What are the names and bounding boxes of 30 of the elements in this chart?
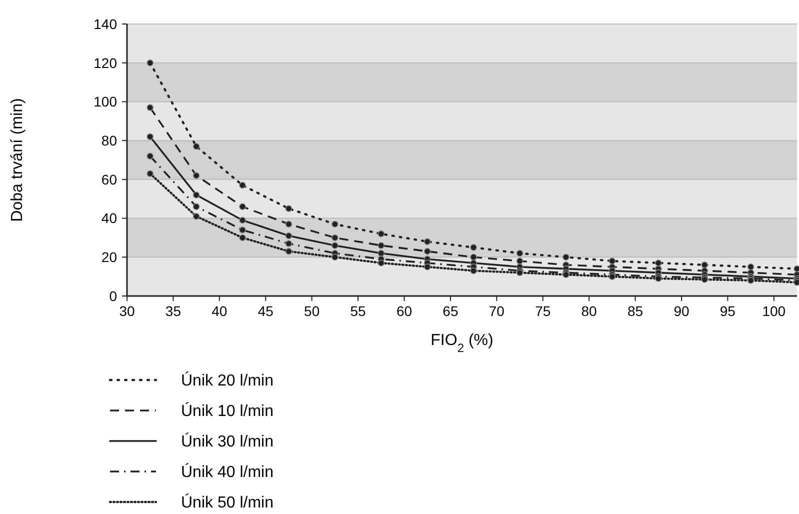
- y-tick-label: 0: [109, 288, 118, 304]
- x-tick-label: 75: [535, 303, 551, 319]
- x-tick-label: 90: [674, 303, 690, 319]
- y-tick-label: 20: [101, 249, 118, 266]
- x-tick-label: 80: [581, 303, 598, 319]
- x-tick-label: 35: [165, 303, 182, 319]
- y-tick-label: 60: [101, 171, 118, 188]
- legend-label: Únik 50 l/min: [181, 494, 274, 512]
- x-axis-title: FIO$_{2}$ (%): [430, 332, 494, 355]
- x-tick-label: 40: [212, 303, 228, 319]
- y-axis-title: Doba trvání (min): [9, 98, 26, 222]
- x-tick-label: 55: [350, 303, 366, 319]
- legend-label: Únik 20 l/min: [181, 372, 274, 390]
- x-tick-label: 85: [627, 303, 644, 319]
- y-tick-label: 140: [94, 16, 118, 32]
- legend-label: Únik 10 l/min: [181, 402, 274, 420]
- x-tick-label: 50: [304, 303, 320, 319]
- x-tick-label: 45: [258, 303, 274, 319]
- x-tick-label: 95: [720, 303, 736, 319]
- legend-label: Únik 40 l/min: [181, 463, 274, 482]
- y-tick-label: 40: [101, 210, 118, 226]
- x-tick-label: 60: [396, 303, 412, 319]
- x-tick-label: 70: [488, 303, 505, 319]
- y-tick-label: 120: [94, 54, 118, 71]
- y-tick-label: 80: [101, 132, 118, 148]
- x-tick-label: 65: [442, 303, 458, 319]
- x-tick-label: 100: [762, 303, 786, 319]
- x-tick-label: 30: [119, 303, 135, 319]
- y-tick-label: 100: [94, 94, 118, 110]
- legend-label: Únik 30 l/min: [181, 432, 274, 451]
